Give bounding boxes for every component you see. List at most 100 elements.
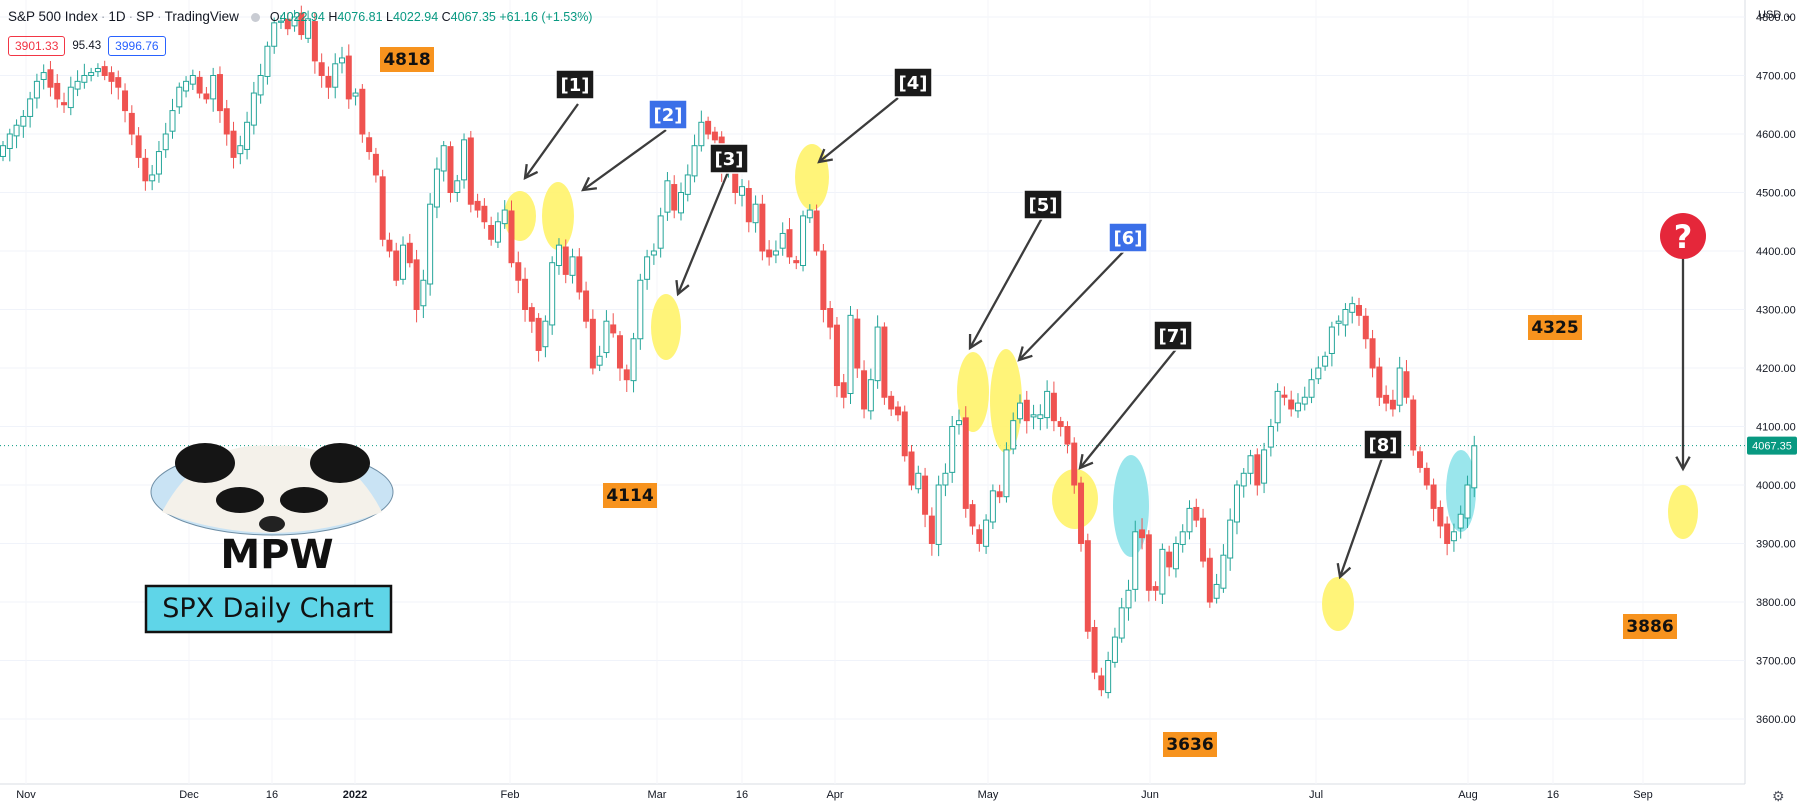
time-tick-label: 2022 [343, 789, 367, 801]
candle [1064, 421, 1071, 454]
candle [596, 345, 603, 372]
candle [1125, 579, 1132, 621]
candle-body [888, 395, 895, 410]
level-label-text: 3886 [1626, 617, 1673, 637]
exchange: SP [136, 9, 155, 24]
candle-body [1111, 636, 1118, 663]
candle [739, 179, 746, 207]
ask-box[interactable]: 3996.76 [108, 36, 166, 56]
candle [1396, 356, 1403, 413]
candle-body [1294, 402, 1301, 412]
annotation-label: [6] [1108, 222, 1148, 253]
candle-body [1010, 420, 1017, 450]
price-tick-label: 4600.00 [1756, 129, 1796, 141]
mpw-logo-text: MPW [220, 532, 333, 578]
annotation-arrow [817, 97, 899, 164]
candle-body [81, 75, 88, 83]
svg-text:?: ? [1674, 218, 1693, 256]
candle [155, 141, 162, 183]
candle-body [13, 124, 20, 137]
candle [1111, 627, 1118, 668]
bid-box[interactable]: 3901.33 [8, 36, 66, 56]
candle-body [1247, 455, 1254, 474]
candle-body [779, 232, 786, 249]
candle [101, 60, 108, 81]
candle [861, 360, 868, 419]
candle [1342, 303, 1349, 337]
candle [820, 243, 827, 323]
candle-body [630, 338, 637, 382]
candle-body [1044, 390, 1051, 419]
candle-body [33, 80, 40, 99]
candle [0, 141, 6, 162]
candle-body [542, 320, 549, 348]
candle [833, 316, 840, 398]
candle-body [291, 16, 298, 27]
highlight-oval [795, 144, 829, 210]
candle [400, 236, 407, 285]
candle-body [1139, 529, 1146, 539]
level-label: 3886 [1623, 614, 1677, 639]
candle [698, 110, 705, 152]
candle [1044, 380, 1051, 429]
chart-header: S&P 500 Index · 1D · SP · TradingView O4022.94 … [8, 9, 593, 24]
candle [508, 200, 515, 268]
candle-body [623, 369, 630, 381]
candle-body [1152, 586, 1159, 591]
candle-body [467, 137, 474, 205]
candle-body [583, 290, 590, 322]
candle [1152, 581, 1159, 601]
candle [1017, 394, 1023, 424]
candle-body [196, 76, 203, 94]
candle [264, 41, 271, 85]
level-label: 4114 [603, 483, 657, 508]
candle-body [955, 420, 962, 426]
candle-body [1213, 583, 1220, 599]
candle [1274, 383, 1281, 432]
candle-body [311, 21, 318, 62]
annotation-label-text: [7] [1159, 326, 1188, 347]
candle [1335, 315, 1342, 336]
level-label-text: 3636 [1166, 735, 1213, 755]
candle [901, 405, 908, 462]
quote-row: 3901.33 95.43 3996.76 [8, 36, 166, 56]
candle [1078, 476, 1085, 552]
candle [630, 332, 637, 393]
candle [644, 249, 651, 290]
mpw-logo: MPW [150, 443, 394, 578]
candle [230, 121, 237, 169]
candle [894, 401, 901, 422]
interval[interactable]: 1D [108, 9, 126, 24]
candle-body [1301, 396, 1308, 405]
gear-icon[interactable]: ⚙ [1772, 788, 1785, 804]
candle [149, 165, 156, 191]
candle [196, 70, 203, 99]
candle-body [976, 529, 983, 544]
annotation-arrow [581, 129, 667, 192]
candle [637, 273, 644, 350]
candle [684, 164, 691, 202]
symbol-name[interactable]: S&P 500 Index [8, 9, 98, 24]
pattern-highlights [504, 144, 1698, 631]
candle [1288, 390, 1295, 417]
candle-body [400, 244, 407, 280]
candle-body [454, 180, 461, 194]
candle-body [359, 88, 366, 135]
candle-body [54, 82, 61, 100]
candle-body [1037, 414, 1044, 420]
candle-body [752, 203, 759, 224]
candle [169, 98, 176, 139]
annotation-label-text: [8] [1369, 435, 1398, 456]
candle-body [1220, 554, 1227, 589]
candle-body [1267, 426, 1274, 448]
candle-body [176, 86, 183, 108]
candle [6, 128, 13, 162]
annotation-label: [1] [555, 69, 595, 100]
candle [589, 309, 596, 375]
candle [779, 222, 786, 256]
candle-body [528, 307, 535, 322]
candle-body [922, 475, 929, 515]
candle-body [739, 186, 746, 196]
currency-selector[interactable]: USD ⌄ [1758, 9, 1794, 21]
